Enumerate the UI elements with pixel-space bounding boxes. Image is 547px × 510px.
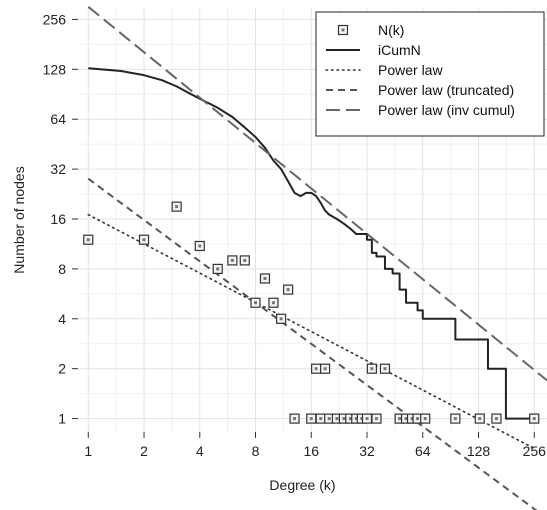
data-point-nk-inner (243, 258, 247, 262)
legend-box (315, 11, 545, 137)
y-tick-label: 64 (50, 111, 66, 127)
data-point-nk-inner (293, 417, 297, 421)
y-tick-label: 4 (58, 311, 66, 327)
series-line-icumn (88, 67, 535, 420)
data-point-nk-inner (319, 417, 323, 421)
y-tick-label: 128 (43, 61, 67, 77)
data-point-nk-inner (354, 417, 358, 421)
x-tick-label: 16 (303, 443, 319, 459)
x-tick-label: 8 (252, 443, 260, 459)
data-point-nk-inner (309, 417, 313, 421)
legend-label: Power law (truncated) (378, 82, 514, 98)
data-point-nk-inner (383, 367, 387, 371)
legend-label: Power law (378, 62, 443, 78)
data-point-nk-inner (370, 367, 374, 371)
x-tick-label: 128 (467, 443, 491, 459)
x-tick-label: 1 (84, 443, 92, 459)
data-point-nk-inner (230, 258, 234, 262)
data-point-nk-inner (453, 417, 457, 421)
data-point-nk-inner (314, 367, 318, 371)
data-point-nk-inner (216, 267, 220, 271)
data-point-nk-inner (348, 417, 352, 421)
legend-label: Power law (inv cumul) (378, 102, 515, 118)
data-point-nk-inner (423, 417, 427, 421)
data-point-nk-inner (365, 417, 369, 421)
x-tick-label: 64 (415, 443, 431, 459)
series-line-power-law (87, 213, 536, 450)
data-point-nk-inner (279, 317, 283, 321)
y-axis-title: Number of nodes (11, 166, 27, 273)
x-tick-label: 32 (359, 443, 375, 459)
x-tick-label: 256 (523, 443, 547, 459)
data-point-nk-inner (286, 288, 290, 292)
series-line-power-law-inv-cumul (87, 6, 547, 382)
data-point-nk-inner (342, 417, 346, 421)
legend: N(k) iCumN Power law Power law (truncated) P… (315, 11, 545, 137)
data-point-nk-inner (494, 417, 498, 421)
data-point-nk-inner (478, 417, 482, 421)
data-point-nk-inner (398, 417, 402, 421)
x-tick-label: 4 (196, 443, 204, 459)
y-tick-label: 1 (58, 411, 66, 427)
legend-swatch-nk-inner (341, 28, 345, 32)
y-tick-label: 32 (50, 161, 66, 177)
data-point-nk-inner (416, 417, 420, 421)
axes-layer: 1 2 4 8 16 32 64 128 256 1 2 4 8 16 32 64 128 256 (43, 11, 546, 459)
data-point-nk-inner (327, 417, 331, 421)
y-tick-label: 2 (58, 361, 66, 377)
data-point-nk-inner (198, 244, 202, 248)
y-tick-label: 16 (50, 211, 66, 227)
data-point-nk-inner (263, 277, 267, 281)
data-point-nk-inner (532, 417, 536, 421)
y-tick-label: 8 (58, 261, 66, 277)
data-point-nk-inner (271, 301, 275, 305)
series-layer (83, 6, 547, 510)
x-tick-label: 2 (140, 443, 148, 459)
data-point-nk-inner (142, 238, 146, 242)
data-point-nk-inner (86, 238, 90, 242)
data-point-nk-inner (254, 301, 258, 305)
data-point-nk-inner (404, 417, 408, 421)
y-tick-label: 256 (43, 11, 67, 27)
data-point-nk-inner (360, 417, 364, 421)
x-axis-title: Degree (k) (269, 477, 335, 493)
data-point-nk-inner (323, 367, 327, 371)
data-point-nk-inner (175, 205, 179, 209)
data-point-nk-inner (410, 417, 414, 421)
data-point-nk-inner (335, 417, 339, 421)
legend-label: iCumN (378, 42, 421, 58)
data-point-nk-inner (374, 417, 378, 421)
legend-label: N(k) (378, 22, 404, 38)
